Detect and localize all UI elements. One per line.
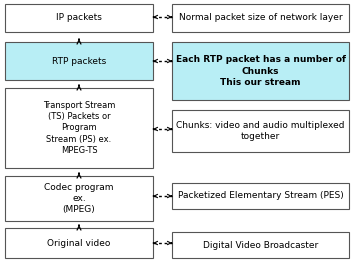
- Text: Packetized Elementary Stream (PES): Packetized Elementary Stream (PES): [178, 191, 343, 201]
- Bar: [172, 232, 349, 258]
- Bar: [5, 176, 153, 221]
- Text: Digital Video Broadcaster: Digital Video Broadcaster: [203, 241, 318, 249]
- Bar: [5, 228, 153, 258]
- Text: IP packets: IP packets: [56, 14, 102, 22]
- Text: RTP packets: RTP packets: [52, 57, 106, 65]
- Bar: [172, 4, 349, 32]
- Text: Each RTP packet has a number of
Chunks
This our stream: Each RTP packet has a number of Chunks T…: [175, 55, 346, 87]
- Bar: [172, 183, 349, 209]
- Bar: [5, 4, 153, 32]
- Text: Chunks: video and audio multiplexed
together: Chunks: video and audio multiplexed toge…: [176, 121, 345, 141]
- Text: Original video: Original video: [47, 238, 111, 248]
- Bar: [172, 110, 349, 152]
- Bar: [172, 42, 349, 100]
- Text: Normal packet size of network layer: Normal packet size of network layer: [179, 14, 342, 22]
- Text: Transport Stream
(TS) Packets or
Program
Stream (PS) ex.
MPEG-TS: Transport Stream (TS) Packets or Program…: [43, 101, 115, 155]
- Bar: [5, 42, 153, 80]
- Text: Codec program
ex.
(MPEG): Codec program ex. (MPEG): [44, 183, 114, 214]
- Bar: [5, 88, 153, 168]
